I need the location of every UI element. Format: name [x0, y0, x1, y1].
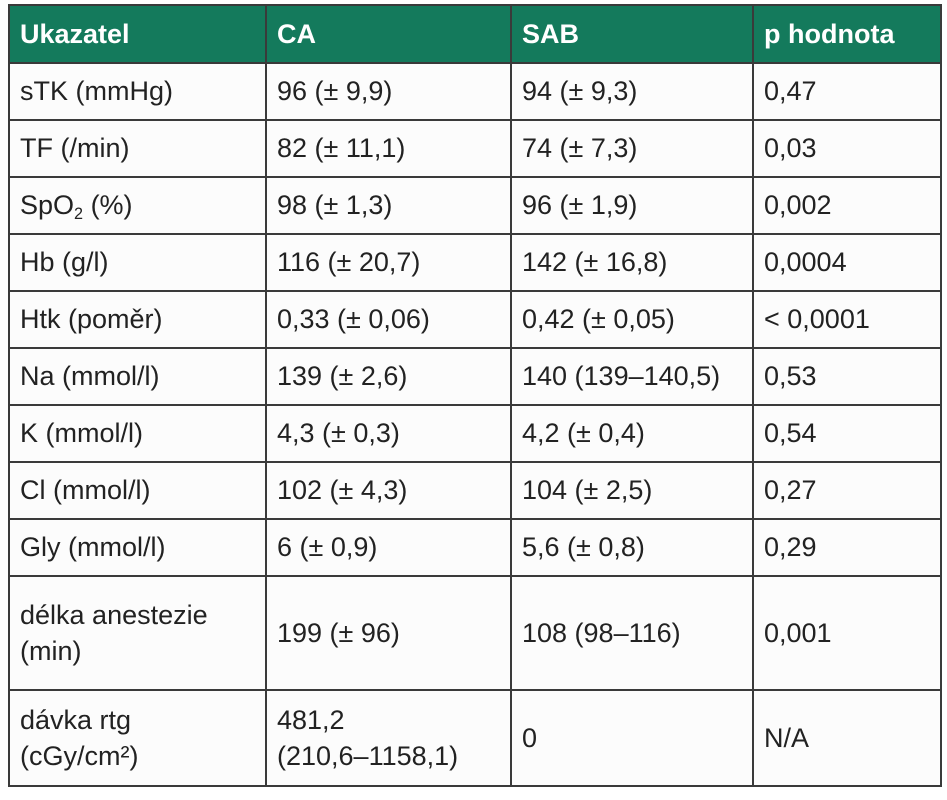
header-cell: CA: [265, 4, 512, 64]
table-cell: sTK (mmHg): [8, 62, 267, 121]
table-row: SpO2 (%) 98 (± 1,3) 96 (± 1,9) 0,002: [8, 176, 942, 235]
table-cell: 481,2 (210,6–1158,1): [265, 689, 512, 787]
table-row: Na (mmol/l) 139 (± 2,6) 140 (139–140,5) 0,5…: [8, 347, 942, 406]
table-cell: 0,47: [752, 62, 942, 121]
cell-line: dávka rtg: [20, 704, 132, 735]
cell-text: SpO: [20, 190, 75, 221]
table-cell: 104 (± 2,5): [510, 461, 754, 520]
header-row: Ukazatel CA SAB p hodnota: [8, 4, 942, 64]
table-cell: 102 (± 4,3): [265, 461, 512, 520]
table-cell: 0,42 (± 0,05): [510, 290, 754, 349]
table-cell: 96 (± 1,9): [510, 176, 754, 235]
table-cell: TF (/min): [8, 119, 267, 178]
table-cell: 94 (± 9,3): [510, 62, 754, 121]
table-cell: N/A: [752, 689, 942, 787]
table-cell: Na (mmol/l): [8, 347, 267, 406]
table-cell: 74 (± 7,3): [510, 119, 754, 178]
table-cell: Cl (mmol/l): [8, 461, 267, 520]
table-cell: 142 (± 16,8): [510, 233, 754, 292]
table-cell: délka anestezie (min): [8, 575, 267, 691]
table-row: K (mmol/l) 4,3 (± 0,3) 4,2 (± 0,4) 0,54: [8, 404, 942, 463]
table-cell: 0,27: [752, 461, 942, 520]
table-cell: 4,3 (± 0,3): [265, 404, 512, 463]
table-cell: 5,6 (± 0,8): [510, 518, 754, 577]
table-cell: 96 (± 9,9): [265, 62, 512, 121]
table-row: TF (/min) 82 (± 11,1) 74 (± 7,3) 0,03: [8, 119, 942, 178]
subscript: 2: [74, 205, 84, 224]
table-cell: 4,2 (± 0,4): [510, 404, 754, 463]
table-cell: 140 (139–140,5): [510, 347, 754, 406]
cell-text: (%): [90, 190, 133, 221]
table-cell: 82 (± 11,1): [265, 119, 512, 178]
header-cell: SAB: [510, 4, 754, 64]
table-row: dávka rtg (cGy/cm²) 481,2 (210,6–1158,1) 0 N/…: [8, 689, 942, 787]
table-cell: 98 (± 1,3): [265, 176, 512, 235]
table-cell: 116 (± 20,7): [265, 233, 512, 292]
cell-line: (210,6–1158,1): [277, 741, 459, 771]
table-cell: 108 (98–116): [510, 575, 754, 691]
header-cell: Ukazatel: [8, 4, 267, 64]
table-row: Htk (poměr) 0,33 (± 0,06) 0,42 (± 0,05) < 0…: [8, 290, 942, 349]
table-cell: < 0,0001: [752, 290, 942, 349]
table-body: sTK (mmHg) 96 (± 9,9) 94 (± 9,3) 0,47 TF (/m…: [8, 62, 942, 787]
table-cell: SpO2 (%): [8, 176, 267, 235]
cell-line: 481,2: [277, 704, 345, 735]
table-cell: Hb (g/l): [8, 233, 267, 292]
table-cell: 0: [510, 689, 754, 787]
table-row: Hb (g/l) 116 (± 20,7) 142 (± 16,8) 0,0004: [8, 233, 942, 292]
cell-line: (min): [20, 636, 82, 666]
header-cell: p hodnota: [752, 4, 942, 64]
table-cell: Htk (poměr): [8, 290, 267, 349]
table-row: délka anestezie (min) 199 (± 96) 108 (98–11…: [8, 575, 942, 691]
table-cell: 0,0004: [752, 233, 942, 292]
data-table: Ukazatel CA SAB p hodnota sTK (mmHg) 96 (± 9…: [8, 4, 942, 787]
table-cell: 0,29: [752, 518, 942, 577]
table-cell: 0,002: [752, 176, 942, 235]
table-cell: K (mmol/l): [8, 404, 267, 463]
table-row: sTK (mmHg) 96 (± 9,9) 94 (± 9,3) 0,47: [8, 62, 942, 121]
table-cell: 0,03: [752, 119, 942, 178]
table-cell: Gly (mmol/l): [8, 518, 267, 577]
table-cell: 0,33 (± 0,06): [265, 290, 512, 349]
table-cell: 0,001: [752, 575, 942, 691]
table-cell: dávka rtg (cGy/cm²): [8, 689, 267, 787]
cell-line: délka anestezie: [20, 599, 208, 630]
table-cell: 6 (± 0,9): [265, 518, 512, 577]
cell-line: (cGy/cm²): [20, 741, 139, 771]
table-cell: 0,53: [752, 347, 942, 406]
table-row: Cl (mmol/l) 102 (± 4,3) 104 (± 2,5) 0,27: [8, 461, 942, 520]
table-row: Gly (mmol/l) 6 (± 0,9) 5,6 (± 0,8) 0,29: [8, 518, 942, 577]
table-cell: 199 (± 96): [265, 575, 512, 691]
table-cell: 139 (± 2,6): [265, 347, 512, 406]
table-cell: 0,54: [752, 404, 942, 463]
